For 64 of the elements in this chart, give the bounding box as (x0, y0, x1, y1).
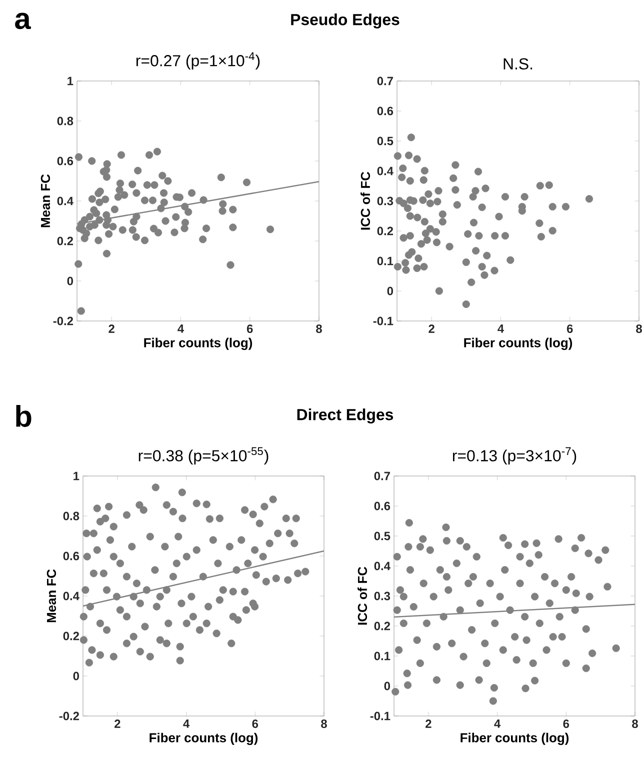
y-tick-label: 0.3 (374, 592, 390, 600)
x-tick-label: 6 (566, 324, 573, 333)
y-tick-label: 1 (74, 472, 80, 480)
y-axis-title: Mean FC (40, 174, 50, 228)
x-axis-title: Fiber counts (log) (464, 338, 572, 350)
y-tick-label: 0.6 (63, 552, 80, 560)
y-tick-label: 0.6 (377, 106, 394, 116)
y-axis-title: ICC of FC (360, 172, 370, 230)
x-tick-label: 6 (563, 720, 570, 728)
y-tick-label: 0.4 (57, 196, 74, 206)
y-tick-label: -0.2 (59, 712, 80, 720)
y-tick-label: -0.1 (370, 712, 390, 720)
y-tick-label: 0.5 (374, 532, 390, 540)
x-tick-label: 6 (246, 324, 253, 333)
y-tick-label: 0.4 (63, 592, 80, 600)
x-tick-label: 8 (636, 324, 642, 333)
x-tick-label: 2 (428, 324, 434, 333)
chart-title: r=0.38 (p=5×10$^{-55}$) (138, 447, 268, 465)
y-tick-label: 0.7 (377, 76, 393, 86)
x-axis-title: Fiber counts (log) (150, 732, 258, 745)
y-tick-label: 0.2 (63, 632, 80, 640)
y-tick-label: 0.8 (57, 116, 74, 126)
text: b (16, 405, 32, 427)
x-tick-label: 8 (316, 324, 322, 333)
chart-title: r=0.13 (p=3×10$^{-7}$) (452, 447, 576, 465)
y-tick-label: 0.1 (374, 652, 390, 660)
y-tick-label: 0.6 (374, 502, 390, 510)
x-tick-label: 4 (183, 720, 190, 728)
y-tick-label: 0 (67, 276, 73, 286)
y-tick-label: 0.4 (374, 562, 390, 570)
x-tick-label: 2 (108, 324, 114, 333)
y-tick-label: 0.6 (57, 156, 74, 166)
y-tick-label: -0.2 (53, 316, 74, 326)
y-tick-label: 0.5 (377, 136, 394, 146)
y-tick-label: 0.8 (63, 512, 80, 520)
x-tick-label: 4 (178, 324, 184, 333)
x-tick-label: 4 (498, 324, 504, 333)
y-axis-title: ICC of FC (358, 566, 368, 625)
text: Direct Edges (297, 408, 394, 424)
y-tick-label: 0 (73, 672, 79, 680)
x-tick-label: 6 (252, 720, 258, 728)
x-axis-title: Fiber counts (log) (460, 732, 569, 745)
y-tick-label: 0 (384, 682, 390, 690)
y-tick-label: 0.2 (57, 236, 74, 246)
y-tick-label: 0.1 (377, 256, 394, 266)
y-tick-label: -0.1 (373, 316, 394, 326)
x-tick-label: 8 (321, 720, 327, 728)
x-tick-label: 4 (494, 720, 501, 728)
y-tick-label: 0.4 (377, 166, 394, 176)
x-tick-label: 2 (426, 720, 432, 728)
x-tick-label: 2 (114, 720, 120, 728)
y-tick-label: 0.7 (374, 472, 390, 480)
y-tick-label: 0.3 (377, 196, 394, 206)
y-axis-title: Mean FC (46, 569, 56, 622)
text: Pseudo Edges (291, 14, 400, 28)
chart-title: N.S. (504, 58, 532, 70)
x-tick-label: 8 (632, 720, 638, 728)
y-tick-label: 0.2 (377, 226, 394, 236)
chart-title: r=0.27 (p=1×10$^{-4}$) (136, 52, 260, 70)
text: a (15, 12, 32, 30)
y-tick-label: 1 (68, 76, 74, 86)
x-axis-title: Fiber counts (log) (144, 338, 252, 350)
y-tick-label: 0.2 (374, 622, 390, 630)
y-tick-label: 0 (387, 286, 393, 296)
